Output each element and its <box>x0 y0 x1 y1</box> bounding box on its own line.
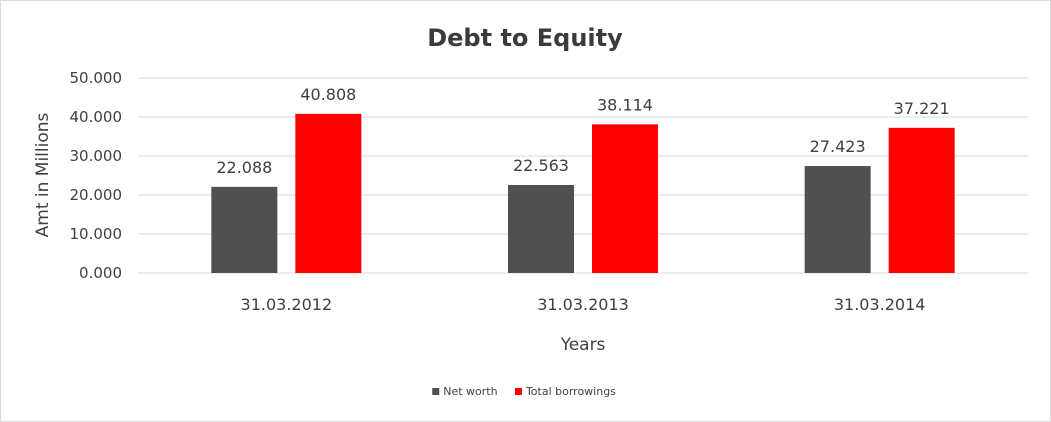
bar-total-borrowings <box>592 124 658 273</box>
bar-total-borrowings <box>888 127 955 273</box>
bars <box>211 113 955 273</box>
y-tick-label: 30.000 <box>70 147 123 165</box>
legend-label: Total borrowings <box>525 385 616 398</box>
legend-swatch <box>514 388 522 395</box>
y-tick-label: 40.000 <box>70 108 123 126</box>
data-label: 37.221 <box>894 99 950 118</box>
y-tick-label: 50.000 <box>70 69 123 87</box>
data-label: 22.088 <box>216 158 272 177</box>
bar-net-worth <box>508 185 574 273</box>
y-tick-label: 0.000 <box>79 264 122 282</box>
legend: Net worth Total borrowings <box>432 385 616 398</box>
y-tick-label: 20.000 <box>70 186 123 204</box>
bar-net-worth <box>804 166 871 273</box>
gridlines <box>138 77 1028 274</box>
y-tick-label: 10.000 <box>70 225 123 243</box>
bar-total-borrowings <box>295 113 362 273</box>
x-axis-label: Years <box>560 335 606 355</box>
data-label: 40.808 <box>300 85 356 104</box>
y-axis-label: Amt in Millions <box>33 112 53 237</box>
x-axis-ticks: 31.03.2012 31.03.2013 31.03.2014 <box>241 295 926 314</box>
chart-title: Debt to Equity <box>427 24 623 52</box>
x-tick-label: 31.03.2012 <box>241 295 333 314</box>
data-labels: 22.088 40.808 22.563 38.114 27.423 37.221 <box>216 85 949 177</box>
y-axis-ticks: 0.000 10.000 20.000 30.000 40.000 50.000 <box>70 69 123 282</box>
legend-label: Net worth <box>443 385 497 398</box>
bar-net-worth <box>211 186 278 273</box>
data-label: 22.563 <box>513 156 569 175</box>
data-label: 27.423 <box>810 137 866 156</box>
x-tick-label: 31.03.2013 <box>537 295 629 314</box>
legend-swatch <box>432 388 440 395</box>
x-tick-label: 31.03.2014 <box>834 295 926 314</box>
data-label: 38.114 <box>597 95 653 114</box>
